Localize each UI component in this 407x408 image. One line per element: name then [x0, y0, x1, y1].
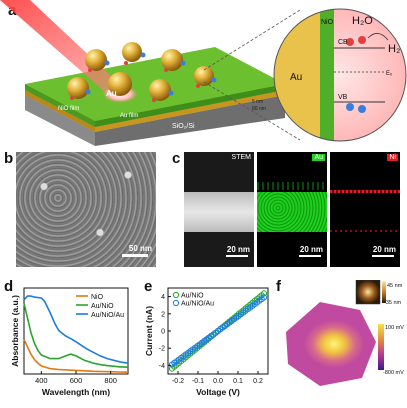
- series-line-au-nio: [23, 303, 129, 368]
- legend-label: Au/NiO: [181, 293, 204, 300]
- y-axis-label: Current (nA): [144, 306, 154, 356]
- legend-marker: [172, 299, 180, 307]
- topography-inset: [355, 280, 381, 305]
- sem-image: 50 nm: [16, 152, 156, 267]
- x-tick-label: 600: [70, 376, 83, 385]
- x-tick-label: 0.0: [213, 378, 223, 385]
- substrate-left: [25, 95, 95, 146]
- eds-au-scalebar-label: 20 nm: [299, 245, 323, 254]
- legend-marker: [172, 291, 180, 299]
- stem-scalebar-label: 20 nm: [226, 245, 250, 254]
- x-tick-label: -0.2: [172, 378, 184, 385]
- stem-title: STEM: [231, 154, 251, 161]
- substrate-label: SiO₂/Si: [172, 123, 195, 130]
- legend-label: Au/NiO: [91, 303, 114, 310]
- eds-ni-tile: Ni 20 nm: [330, 152, 400, 267]
- band-h2-label: H₂: [388, 43, 400, 55]
- band-cb-label: CB: [338, 39, 348, 46]
- y-axis-label: Absorbance (a.u.): [10, 295, 20, 367]
- absorbance-chart: NiO Au/NiO Au/NiO/Au 400 600 800 Wavelength (n…: [0, 278, 136, 403]
- sem-scalebar-label: 50 nm: [128, 244, 152, 253]
- x-tick-label: 0.2: [253, 378, 263, 385]
- y-tick-label: 0: [161, 329, 165, 336]
- panel-label-f: f: [276, 278, 281, 295]
- stem-scalebar: [226, 255, 248, 257]
- series-line-au-nio-au: [23, 295, 129, 364]
- eds-ni-scalebar: [372, 255, 394, 257]
- band-vb-label: VB: [338, 94, 348, 101]
- legend-label: Au/NiO/Au: [91, 312, 124, 319]
- topo-scale-bottom: -35 nm: [384, 300, 402, 306]
- data-point: [260, 294, 268, 301]
- x-tick-label: 0.1: [233, 378, 243, 385]
- x-axis-label: Wavelength (nm): [42, 387, 110, 397]
- panel-label-e: e: [144, 278, 153, 295]
- band-ef-label: Eₓ: [386, 71, 392, 77]
- x-tick-label: -0.1: [192, 378, 204, 385]
- x-tick-label: 800: [104, 376, 117, 385]
- y-tick-label: 4: [161, 294, 165, 301]
- legend-label: NiO: [91, 294, 104, 301]
- y-tick-label: 2: [161, 311, 165, 318]
- potential-colorbar: [378, 324, 384, 370]
- sem-scalebar: [122, 254, 148, 257]
- x-tick-label: 400: [35, 376, 48, 385]
- eds-ni-scalebar-label: 20 nm: [372, 245, 396, 254]
- iv-chart: Au/NiO Au/NiO/Au -0.2 -0.1 0.0 0.1 0.2 -4 -2 0 2 4 V…: [138, 278, 276, 403]
- topography-colorbar: [382, 281, 386, 303]
- au-nanoparticle-label: Au: [106, 89, 117, 98]
- au-film-label: Au film: [120, 113, 138, 119]
- panel-a-illustration: Au NiO film Au film SiO₂/Si 5 nm 80 nm N…: [0, 0, 407, 146]
- y-tick-label: -2: [159, 346, 165, 353]
- potential-scale-top: 100 mV: [385, 325, 404, 331]
- au-nanoparticles: [67, 42, 214, 101]
- band-nio-label: NiO: [321, 19, 334, 26]
- band-h2o-label: H₂O: [352, 15, 373, 27]
- x-axis-label: Voltage (V): [196, 387, 240, 397]
- eds-ni-title: Ni: [387, 154, 398, 161]
- legend-label: Au/NiO/Au: [181, 301, 214, 308]
- y-tick-label: -4: [159, 363, 165, 370]
- potential-scale-bottom: -800 mV: [383, 370, 404, 376]
- panel-label-b: b: [4, 150, 14, 167]
- thickness-label-5nm: 5 nm: [252, 99, 263, 105]
- kpfm-map: 45 nm -35 nm 100 mV -800 mV: [286, 280, 404, 386]
- panel-label-d: d: [4, 278, 14, 295]
- substrate-front: [95, 95, 285, 146]
- data-point: [260, 290, 268, 297]
- topo-scale-top: 45 nm: [387, 283, 403, 289]
- series-line-nio: [23, 339, 129, 373]
- panel-label-c: c: [172, 150, 181, 167]
- band-au-label: Au: [290, 72, 302, 83]
- nio-film-label: NiO film: [58, 106, 79, 112]
- eds-au-title: Au: [312, 154, 325, 161]
- plot-frame: [23, 287, 129, 375]
- laser-beam: [0, 0, 128, 98]
- eds-au-scalebar: [299, 255, 321, 257]
- stem-tile: STEM 20 nm: [184, 152, 254, 267]
- eds-au-tile: Au 20 nm: [257, 152, 327, 267]
- thickness-label-80nm: 80 nm: [252, 106, 266, 112]
- band-diagram: [274, 9, 406, 141]
